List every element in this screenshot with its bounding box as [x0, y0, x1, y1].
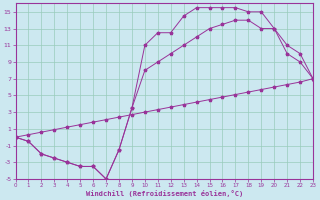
X-axis label: Windchill (Refroidissement éolien,°C): Windchill (Refroidissement éolien,°C)	[86, 190, 243, 197]
